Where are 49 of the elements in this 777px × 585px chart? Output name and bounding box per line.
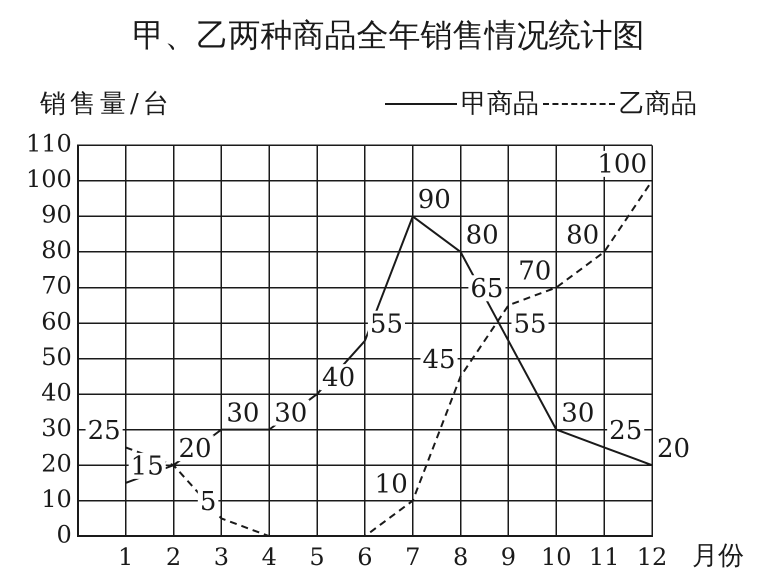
x-tick-label: 12	[636, 542, 668, 571]
data-label: 65	[470, 274, 504, 304]
data-label: 30	[226, 398, 260, 428]
data-label: 5	[200, 487, 216, 518]
y-tick-label: 10	[41, 484, 72, 513]
data-label: 40	[322, 362, 356, 393]
data-label: 15	[130, 452, 164, 482]
y-axis-title: 销售量/台	[40, 88, 173, 121]
y-tick-label: 20	[41, 449, 72, 478]
data-label: 90	[418, 185, 451, 216]
legend-label: 甲商品	[461, 88, 539, 121]
x-tick-label: 6	[357, 542, 373, 571]
data-label: 20	[178, 434, 212, 464]
data-label: 10	[374, 469, 408, 500]
y-tick-label: 70	[41, 272, 72, 300]
x-tick-label: 11	[588, 542, 620, 571]
x-tick-label: 5	[309, 542, 325, 571]
data-label: 55	[370, 310, 403, 340]
data-label: 20	[657, 434, 690, 464]
y-tick-label: 50	[41, 342, 72, 371]
data-label: 80	[566, 220, 600, 251]
y-tick-label: 30	[41, 414, 72, 442]
x-tick-label: 4	[262, 542, 277, 571]
data-label: 70	[518, 256, 552, 286]
x-axis-title: 月份	[692, 540, 744, 571]
x-tick-label: 3	[214, 542, 229, 571]
chart-title: 甲、乙两种商品全年销售情况统计图	[132, 15, 646, 56]
x-tick-label: 2	[166, 542, 182, 571]
y-tick-label: 60	[41, 307, 72, 336]
y-tick-label: 90	[41, 200, 72, 229]
legend-label: 乙商品	[619, 88, 697, 121]
x-tick-label: 1	[118, 542, 134, 571]
data-label: 30	[561, 398, 594, 428]
data-label: 45	[422, 345, 456, 376]
data-label: 25	[609, 416, 642, 446]
data-label: 55	[513, 310, 547, 340]
data-label: 25	[88, 416, 121, 446]
x-tick-label: 8	[452, 542, 468, 571]
y-tick-label: 100	[26, 165, 72, 194]
data-label: 80	[466, 220, 499, 251]
x-tick-label: 7	[405, 542, 420, 571]
x-tick-label: 10	[541, 542, 572, 571]
y-tick-label: 0	[56, 520, 72, 548]
data-label: 100	[597, 150, 648, 180]
data-label: 30	[274, 398, 308, 428]
y-tick-label: 80	[41, 236, 72, 264]
y-tick-label: 40	[41, 378, 72, 406]
y-tick-label: 110	[26, 130, 72, 158]
x-tick-label: 9	[500, 542, 516, 571]
